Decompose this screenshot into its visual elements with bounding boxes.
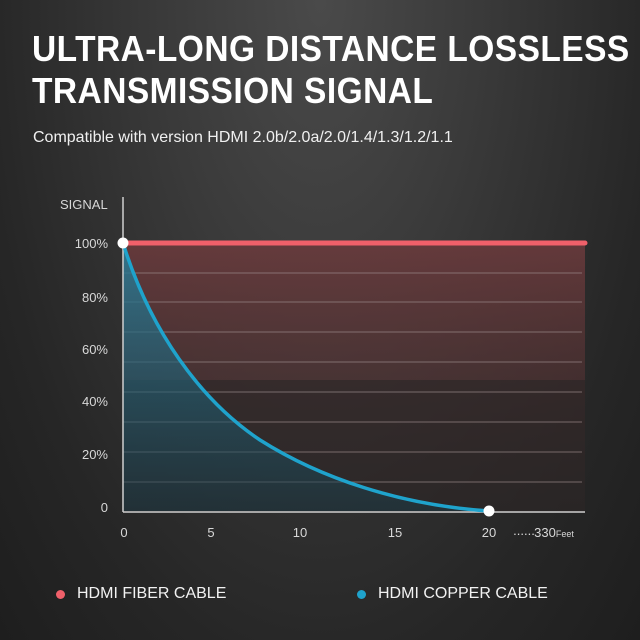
copper-dot-icon (357, 589, 366, 599)
legend-label-copper: HDMI COPPER CABLE (378, 585, 548, 602)
y-tick-80: 80% (81, 290, 108, 305)
x-tick-0: 0 (120, 525, 128, 540)
x-unit-label: Feet (555, 529, 574, 539)
title-line-1: ULTRA-LONG DISTANCE LOSSLESS (32, 28, 630, 69)
x-tick-330: 330Feet (534, 525, 574, 540)
copper-area (123, 243, 489, 511)
fiber-dot-icon (56, 589, 65, 599)
legend-label-fiber: HDMI FIBER CABLE (77, 585, 227, 602)
x-tick-5: 5 (207, 525, 215, 540)
subtitle: Compatible with version HDMI 2.0b/2.0a/2… (33, 129, 453, 146)
x-tick-330-value: 330 (534, 525, 556, 540)
y-tick-20: 20% (81, 447, 108, 462)
y-tick-100: 100% (74, 236, 108, 251)
start-point-marker (117, 237, 129, 249)
page-title: ULTRA-LONG DISTANCE LOSSLESS TRANSMISSIO… (32, 28, 630, 112)
x-tick-20: 20 (481, 525, 497, 540)
x-tick-10: 10 (292, 525, 308, 540)
y-tick-0: 0 (100, 500, 108, 515)
title-line-2: TRANSMISSION SIGNAL (32, 70, 434, 111)
legend-item-fiber: HDMI FIBER CABLE (56, 585, 226, 603)
x-ellipsis: ...... (513, 523, 535, 538)
x-tick-15: 15 (387, 525, 403, 540)
copper-line (121, 242, 490, 513)
y-tick-40: 40% (81, 394, 108, 409)
legend-item-copper: HDMI COPPER CABLE (357, 585, 548, 603)
end-point-marker (483, 505, 495, 517)
y-tick-60: 60% (81, 342, 108, 357)
y-axis-title: SIGNAL (60, 197, 108, 212)
